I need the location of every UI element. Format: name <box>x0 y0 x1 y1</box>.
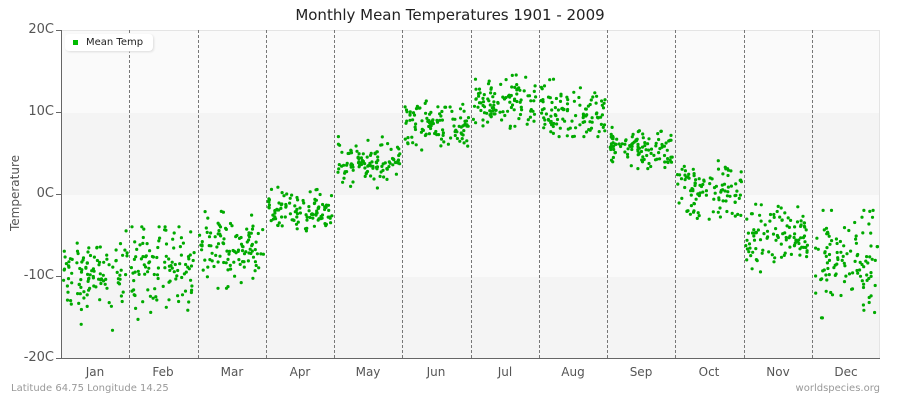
month-separator <box>198 30 199 358</box>
month-separator <box>129 30 130 358</box>
x-tick-label: Jun <box>426 365 446 379</box>
month-separator <box>675 30 676 358</box>
legend-label: Mean Temp <box>86 37 144 48</box>
x-axis <box>61 358 880 359</box>
chart-title: Monthly Mean Temperatures 1901 - 2009 <box>295 6 605 24</box>
x-tick-label: Jan <box>85 365 105 379</box>
month-separator <box>402 30 403 358</box>
y-tick-mark <box>56 30 62 31</box>
x-tick-label: Aug <box>561 365 585 379</box>
x-tick-label: Dec <box>834 365 858 379</box>
x-tick-label: May <box>355 365 381 379</box>
y-tick-mark <box>56 194 62 195</box>
x-tick-label: Nov <box>766 365 790 379</box>
band-neg10-0 <box>61 195 879 277</box>
y-tick-mark <box>56 112 62 113</box>
x-tick-label: Apr <box>289 365 311 379</box>
y-tick-label: -20C <box>23 350 54 365</box>
y-tick-label: -10C <box>23 268 54 283</box>
plot-area <box>61 30 880 359</box>
legend: Mean Temp <box>65 34 154 51</box>
legend-swatch-icon <box>73 40 78 45</box>
band-10-20 <box>61 31 879 113</box>
x-tick-label: Oct <box>698 365 720 379</box>
month-separator <box>744 30 745 358</box>
month-separator <box>812 30 813 358</box>
month-separator <box>471 30 472 358</box>
source-caption: worldspecies.org <box>795 383 880 394</box>
month-separator <box>334 30 335 358</box>
x-tick-label: Jul <box>497 365 513 379</box>
month-separator <box>266 30 267 358</box>
x-tick-label: Mar <box>220 365 244 379</box>
band-neg20-neg10 <box>61 277 879 359</box>
month-separator <box>607 30 608 358</box>
x-tick-label: Sep <box>629 365 653 379</box>
month-separator <box>539 30 540 358</box>
y-tick-label: 20C <box>28 22 54 37</box>
y-tick-mark <box>56 276 62 277</box>
coordinates-caption: Latitude 64.75 Longitude 14.25 <box>11 383 169 394</box>
y-tick-label: 10C <box>28 104 54 119</box>
x-tick-label: Feb <box>152 365 174 379</box>
y-axis-title: Temperature <box>8 155 22 232</box>
y-tick-label: 0C <box>36 186 54 201</box>
y-tick-mark <box>56 358 62 359</box>
